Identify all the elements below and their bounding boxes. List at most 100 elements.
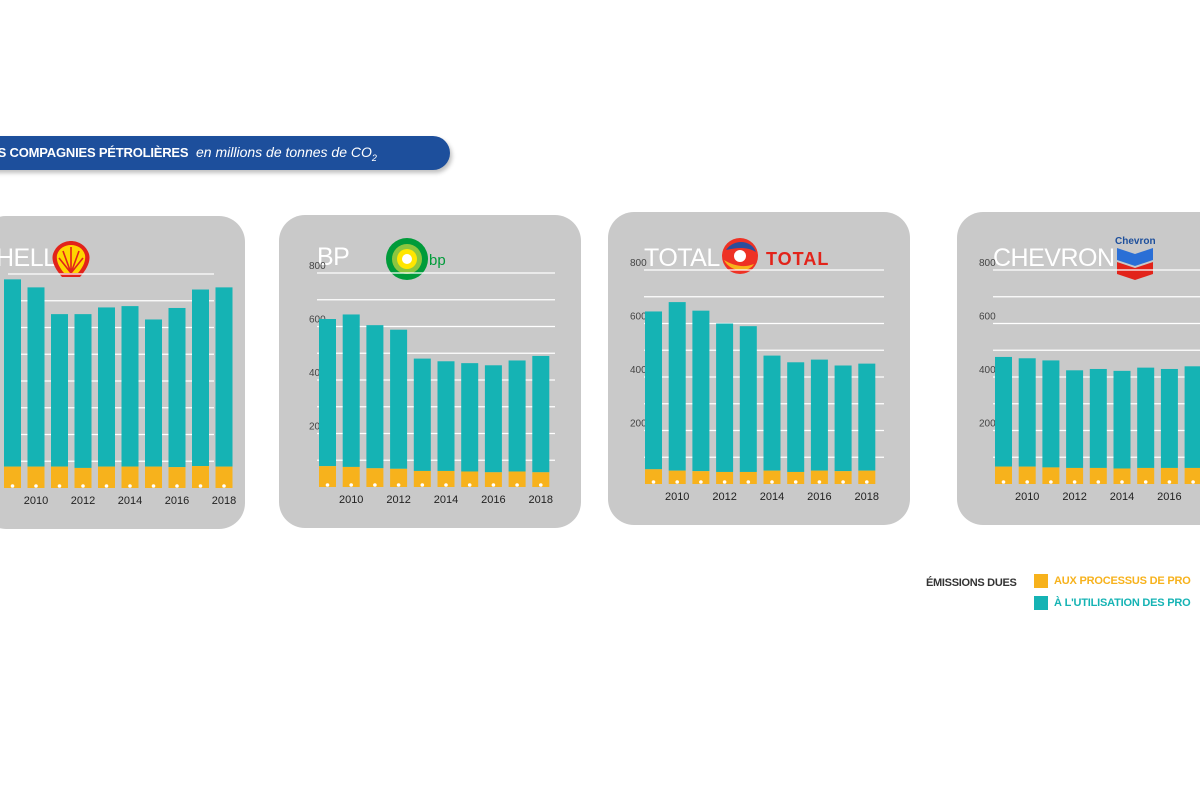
bar-production: [413, 470, 431, 487]
bar-production: [121, 466, 139, 488]
bar-base-dot: [1072, 480, 1077, 484]
bar-base-dot: [420, 483, 425, 487]
bar-base-dot: [222, 484, 226, 488]
bar-usage: [858, 363, 876, 471]
y-tick-label: 200: [309, 422, 326, 433]
bar-usage: [1066, 370, 1084, 468]
bar-base-dot: [151, 484, 156, 488]
bar-usage: [1089, 368, 1107, 468]
bar-usage: [413, 358, 431, 471]
x-tick-label: 2014: [1110, 491, 1134, 503]
total-logo-text: TOTAL: [766, 249, 829, 269]
bar-base-dot: [515, 483, 519, 487]
bar-production: [787, 471, 805, 484]
bar-base-dot: [444, 483, 448, 487]
x-tick-label: 2014: [118, 495, 142, 507]
bar-usage: [74, 314, 92, 468]
bp-emissions-chart: 800 600 400 200 2010 2012 2014 2016 2018: [309, 261, 555, 506]
total-emissions-chart: 800 600 400 200 2010 2012 2014 2016 2018: [630, 258, 884, 503]
shell-pecten-icon: [52, 241, 90, 277]
bar-base-dot: [793, 480, 798, 484]
bar-production: [1066, 467, 1084, 484]
bar-usage: [168, 307, 186, 468]
chevron-logo-text: Chevron: [1115, 236, 1156, 247]
bar-usage: [834, 365, 852, 472]
bar-base-dot: [396, 483, 401, 487]
bar-production: [858, 470, 876, 484]
x-tick-label: 2012: [1062, 491, 1086, 503]
chart-panel-shell: HELL 2010 2012 2014 2016 2018: [0, 216, 245, 529]
bar-base-dot: [1120, 480, 1124, 484]
bar-usage: [1137, 367, 1155, 468]
y-tick-label: 800: [630, 258, 647, 269]
bar-base-dot: [1049, 480, 1053, 484]
company-name: TOTAL: [644, 244, 720, 272]
x-tick-label: 2012: [712, 491, 736, 503]
bar-base-dot: [699, 480, 703, 484]
chart-panel-bp: BP bp 800 600 400 200 2010 2012 2014 2016 2018: [279, 215, 581, 528]
bar-base-dot: [198, 484, 203, 488]
bar-production: [739, 471, 757, 484]
x-tick-label: 2012: [386, 494, 410, 506]
bar-production: [74, 467, 92, 488]
bar-usage: [532, 355, 550, 473]
bar-usage: [692, 310, 710, 472]
bar-usage: [716, 323, 734, 472]
bar-production: [1137, 467, 1155, 484]
x-tick-label: 2016: [807, 491, 831, 503]
x-tick-label: 2012: [71, 495, 95, 507]
bar-base-dot: [1143, 480, 1148, 484]
x-tick-label: 2016: [1157, 491, 1181, 503]
company-name: BP: [317, 243, 350, 271]
bar-base-dot: [817, 480, 822, 484]
bar-usage: [1018, 358, 1036, 467]
chevron-logo-icon: Chevron: [1115, 236, 1156, 280]
x-tick-label: 2014: [434, 494, 458, 506]
bar-base-dot: [34, 484, 38, 488]
bar-production: [168, 467, 186, 488]
bar-production: [51, 466, 68, 488]
legend-item-production: AUX PROCESSUS DE PRO: [1034, 574, 1191, 588]
bar-usage: [390, 329, 408, 469]
bar-usage: [1184, 366, 1200, 468]
bar-production: [437, 470, 455, 487]
bar-base-dot: [865, 480, 869, 484]
y-tick-label: 800: [979, 258, 996, 269]
bp-helios-icon: bp: [386, 238, 446, 280]
legend-label-production: AUX PROCESSUS DE PRO: [1054, 574, 1191, 587]
bar-production: [1018, 466, 1036, 484]
bar-production: [995, 466, 1012, 484]
bar-base-dot: [10, 484, 15, 488]
legend-item-usage: À L'UTILISATION DES PRO: [1034, 596, 1191, 610]
total-swirl-icon: TOTAL: [722, 238, 829, 274]
bar-usage: [98, 307, 115, 467]
unit-label: en millions de tonnes de CO2: [196, 144, 377, 163]
bar-production: [692, 471, 710, 484]
bar-usage: [645, 311, 662, 470]
bar-production: [98, 466, 115, 488]
shell-emissions-chart: 2010 2012 2014 2016 2018: [4, 273, 236, 507]
y-tick-label: 600: [979, 312, 996, 323]
bar-production: [508, 471, 526, 487]
bar-usage: [319, 319, 336, 467]
bar-base-dot: [1096, 480, 1101, 484]
bar-usage: [995, 356, 1012, 467]
bp-logo-text: bp: [429, 252, 446, 269]
bar-base-dot: [746, 480, 751, 484]
company-name: CHEVRON: [993, 244, 1115, 272]
bar-production: [532, 472, 550, 487]
bar-base-dot: [325, 483, 330, 487]
bar-base-dot: [104, 484, 109, 488]
legend-swatch-production: [1034, 574, 1048, 588]
bar-usage: [763, 355, 781, 471]
bar-base-dot: [373, 483, 377, 487]
y-tick-label: 400: [979, 365, 996, 376]
bar-production: [1160, 467, 1178, 484]
legend-swatch-usage: [1034, 596, 1048, 610]
y-tick-label: 600: [309, 315, 326, 326]
unit-label-text: en millions de tonnes de CO: [196, 144, 372, 160]
bar-production: [461, 471, 479, 487]
bar-production: [366, 468, 384, 487]
bar-base-dot: [770, 480, 774, 484]
bar-usage: [668, 302, 686, 471]
